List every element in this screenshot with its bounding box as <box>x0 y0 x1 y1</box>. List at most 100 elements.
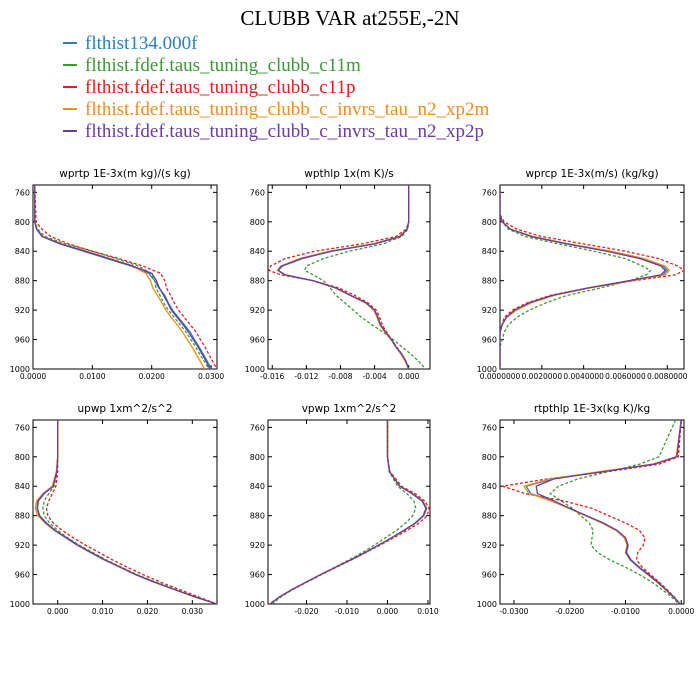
series-line-3 <box>269 420 428 604</box>
plot-frame <box>267 184 431 370</box>
y-tick-label: 840 <box>250 482 265 491</box>
legend-swatch-3 <box>63 108 77 110</box>
x-tick-label: 0.020 <box>137 607 159 616</box>
panel-title: rtpthlp 1E-3x(kg K)/kg <box>534 403 650 415</box>
figure-title: CLUBB VAR at255E,-2N <box>240 6 460 30</box>
series-line-3 <box>34 185 206 369</box>
y-tick-label: 880 <box>250 277 265 286</box>
series-line-0 <box>525 420 682 604</box>
y-tick-label: 800 <box>15 218 30 227</box>
plot-frame <box>499 184 685 370</box>
series-line-0 <box>36 420 217 604</box>
series-line-1 <box>34 185 210 369</box>
y-tick-label: 960 <box>482 336 497 345</box>
x-tick-label: -0.008 <box>328 372 352 381</box>
y-tick-label: 800 <box>482 453 497 462</box>
y-tick-label: 920 <box>482 541 497 550</box>
y-tick-label: 960 <box>250 336 265 345</box>
y-tick-label: 920 <box>15 541 30 550</box>
series-line-0 <box>500 185 669 369</box>
y-tick-label: 960 <box>15 336 30 345</box>
panel-3: upwp 1xm^2/s^2 760 800 840 880 920 960 1000 0.00… <box>10 403 218 616</box>
plot-frame <box>32 184 218 370</box>
series-line-4 <box>36 420 217 604</box>
y-tick-label: 1000 <box>477 365 497 374</box>
x-tick-label: -0.020 <box>294 607 318 616</box>
series-line-2 <box>268 420 430 604</box>
y-tick-label: 840 <box>15 247 30 256</box>
y-tick-label: 760 <box>250 423 265 432</box>
series-line-2 <box>34 185 217 369</box>
plot-frame <box>32 419 218 605</box>
panel-title: wpthlp 1x(m K)/s <box>304 168 394 180</box>
panel-title: upwp 1xm^2/s^2 <box>78 403 173 415</box>
series-line-2 <box>45 420 217 604</box>
panel-1: wpthlp 1x(m K)/s7608008408809209601000-0… <box>245 168 431 381</box>
y-tick-label: 800 <box>15 453 30 462</box>
legend-label: flthist.fdef.taus_tuning_clubb_c11p <box>85 77 356 98</box>
x-tick-label: 0.030 <box>182 607 204 616</box>
y-tick-label: 920 <box>250 306 265 315</box>
y-tick-label: 800 <box>250 218 265 227</box>
y-tick-label: 760 <box>250 188 265 197</box>
series-line-4 <box>34 185 211 369</box>
y-tick-label: 880 <box>482 277 497 286</box>
y-tick-label: 880 <box>250 512 265 521</box>
x-tick-label: 0.010 <box>417 607 439 616</box>
series-line-2 <box>268 185 410 369</box>
y-tick-label: 760 <box>15 188 30 197</box>
plot-frame <box>267 419 431 605</box>
y-tick-label: 920 <box>15 306 30 315</box>
legend-label: flthist.fdef.taus_tuning_clubb_c_invrs_t… <box>85 99 490 120</box>
x-tick-label: 0.000 <box>398 372 420 381</box>
series-line-1 <box>500 185 652 369</box>
y-tick-label: 840 <box>482 247 497 256</box>
legend-entry: flthist.fdef.taus_tuning_clubb_c11m <box>63 55 489 77</box>
x-tick-label: -0.004 <box>362 372 386 381</box>
series-line-1 <box>303 185 427 369</box>
panel-4: vpwp 1xm^2/s^2 760 800 840 880 920 960 1000 -0.0… <box>245 403 439 616</box>
x-tick-label: 0.0040000 <box>563 372 604 381</box>
x-tick-label: -0.0100 <box>611 607 640 616</box>
series-line-1 <box>42 420 217 604</box>
legend-entry: flthist.fdef.taus_tuning_clubb_c_invrs_t… <box>63 121 489 143</box>
series-line-0 <box>34 185 212 369</box>
legend-swatch-2 <box>63 86 77 88</box>
legend-swatch-1 <box>63 64 77 66</box>
x-tick-label: 0.0000 <box>20 372 46 381</box>
y-tick-label: 880 <box>482 512 497 521</box>
legend-swatch-4 <box>63 130 77 132</box>
series-line-3 <box>34 420 217 604</box>
panel-0: wprtp 1E-3x(m kg)/(s kg) 760 800 840 880 920 9… <box>10 168 225 381</box>
y-tick-label: 920 <box>250 541 265 550</box>
panel-title: wprcp 1E-3x(m/s) (kg/kg) <box>525 168 658 180</box>
series-line-4 <box>277 185 410 369</box>
x-tick-label: 0.0000 <box>668 607 694 616</box>
y-tick-label: 760 <box>482 188 497 197</box>
y-tick-label: 920 <box>482 306 497 315</box>
panel-2: wprcp 1E-3x(m/s) (kg/kg) 760 800 840 880 920 9… <box>477 168 688 381</box>
series-line-4 <box>269 420 428 604</box>
x-tick-label: -0.010 <box>335 607 359 616</box>
x-tick-label: 0.0020000 <box>522 372 563 381</box>
y-tick-label: 840 <box>250 247 265 256</box>
panel-title: vpwp 1xm^2/s^2 <box>302 403 397 415</box>
series-line-3 <box>522 420 682 604</box>
x-tick-label: -0.0300 <box>499 607 528 616</box>
y-tick-label: 960 <box>15 571 30 580</box>
y-tick-label: 960 <box>482 571 497 580</box>
legend-label: flthist134.000f <box>85 33 198 54</box>
y-tick-label: 960 <box>250 571 265 580</box>
legend: flthist134.000f flthist.fdef.taus_tuning… <box>63 33 489 143</box>
y-tick-label: 840 <box>482 482 497 491</box>
x-tick-label: 0.000 <box>47 607 69 616</box>
series-line-3 <box>500 185 671 369</box>
y-tick-label: 1000 <box>477 600 497 609</box>
x-tick-label: -0.0200 <box>555 607 584 616</box>
series-line-4 <box>535 420 682 604</box>
x-tick-label: 0.0060000 <box>605 372 646 381</box>
series-line-0 <box>269 420 427 604</box>
y-tick-label: 760 <box>15 423 30 432</box>
legend-entry: flthist134.000f <box>63 33 489 55</box>
